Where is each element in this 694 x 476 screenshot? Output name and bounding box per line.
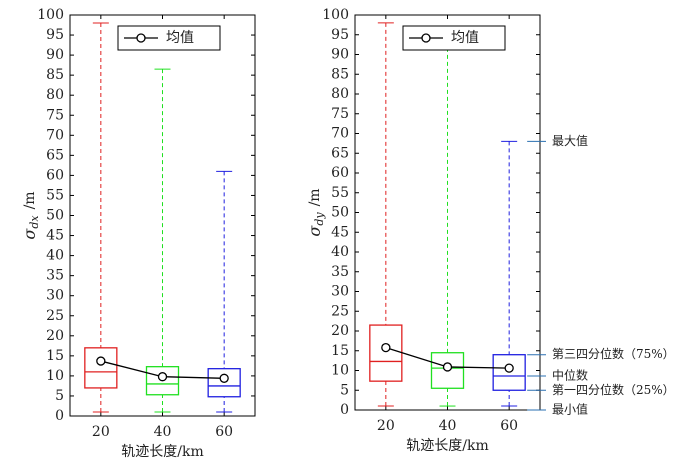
y-tick-label: 50: [46, 208, 64, 224]
y-tick-label: 45: [46, 228, 64, 244]
legend: [402, 25, 506, 51]
mean-marker: [219, 373, 229, 383]
x-tick-label: 20: [92, 424, 110, 440]
x-tick-label: 60: [215, 424, 233, 440]
y-label-subscript: dy: [313, 212, 326, 226]
y-tick-label: 60: [46, 167, 64, 183]
box: [84, 347, 118, 389]
y-tick-label: 5: [340, 382, 349, 398]
x-tick-label: 40: [154, 424, 172, 440]
y-tick-label: 80: [46, 87, 64, 103]
y-tick-label: 5: [55, 388, 64, 404]
y-tick-label: 40: [331, 244, 349, 260]
y-tick-label: 100: [37, 7, 64, 23]
box: [430, 352, 465, 389]
y-tick-label: 85: [331, 66, 349, 82]
y-tick-label: 15: [46, 348, 64, 364]
annotation: 中位数: [552, 368, 588, 383]
box: [207, 368, 241, 398]
y-tick-label: 100: [322, 7, 349, 23]
annotation: 最大值: [552, 133, 588, 148]
y-tick-label: 0: [55, 408, 64, 424]
y-axis-label: σdy/m: [305, 188, 327, 236]
y-tick-label: 90: [331, 47, 349, 63]
y-tick-label: 25: [331, 303, 349, 319]
legend-marker: [136, 33, 146, 43]
y-tick-label: 15: [331, 343, 349, 359]
y-tick-label: 20: [331, 323, 349, 339]
y-label-subscript: dx: [28, 215, 41, 229]
y-tick-label: 75: [46, 107, 64, 123]
y-label-symbol: σ: [20, 228, 39, 240]
y-tick-label: 55: [46, 187, 64, 203]
mean-marker: [157, 372, 168, 382]
y-label-unit: /m: [307, 188, 323, 206]
y-tick-label: 70: [46, 127, 64, 143]
mean-marker: [442, 362, 453, 372]
y-tick-label: 30: [46, 288, 64, 304]
y-tick-label: 55: [331, 185, 349, 201]
y-tick-label: 80: [331, 86, 349, 102]
x-tick-label: 40: [439, 418, 457, 434]
annotation: 最小值: [552, 402, 588, 417]
x-axis-label: 轨迹长度/km: [406, 438, 488, 454]
y-tick-label: 45: [331, 224, 349, 240]
y-tick-label: 40: [46, 248, 64, 264]
y-tick-label: 10: [46, 368, 64, 384]
mean-marker: [504, 363, 514, 373]
y-tick-label: 65: [46, 147, 64, 163]
legend-label: 均值: [166, 30, 194, 46]
box: [145, 366, 180, 396]
mean-marker: [96, 356, 106, 366]
y-label-symbol: σ: [305, 225, 324, 237]
annotation: 第三四分位数（75%）: [552, 346, 675, 361]
y-tick-label: 95: [331, 27, 349, 43]
y-tick-label: 30: [331, 284, 349, 300]
annotation: 第一四分位数（25%）: [552, 382, 675, 397]
legend-marker: [421, 33, 431, 43]
x-tick-label: 20: [377, 418, 395, 434]
y-tick-label: 0: [340, 402, 349, 418]
x-axis-label: 轨迹长度/km: [121, 444, 203, 460]
y-tick-label: 10: [331, 363, 349, 379]
y-tick-label: 50: [331, 205, 349, 221]
plot-frame: [69, 14, 256, 417]
y-tick-label: 90: [46, 47, 64, 63]
x-tick-label: 60: [500, 418, 518, 434]
legend-label: 均值: [451, 30, 479, 46]
box: [492, 354, 526, 391]
y-tick-label: 60: [331, 165, 349, 181]
y-tick-label: 35: [331, 264, 349, 280]
y-tick-label: 25: [46, 308, 64, 324]
mean-marker: [381, 342, 391, 353]
y-tick-label: 20: [46, 328, 64, 344]
box: [369, 324, 403, 382]
y-tick-label: 75: [331, 106, 349, 122]
y-axis-label: σdx/m: [20, 191, 42, 239]
y-tick-label: 70: [331, 126, 349, 142]
y-tick-label: 35: [46, 268, 64, 284]
y-tick-label: 65: [331, 145, 349, 161]
y-label-unit: /m: [22, 191, 38, 209]
y-tick-label: 95: [46, 27, 64, 43]
y-tick-label: 85: [46, 67, 64, 83]
